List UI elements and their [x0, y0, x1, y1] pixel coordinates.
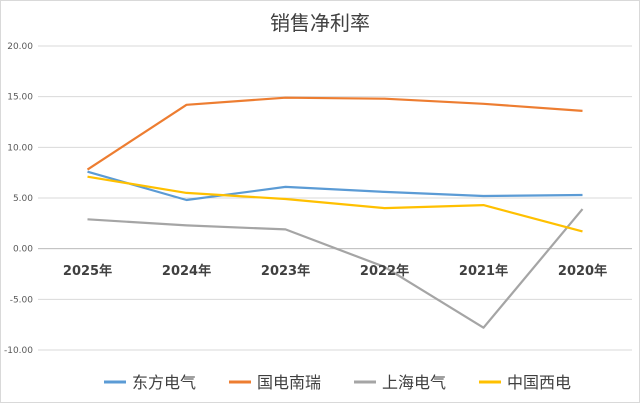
legend: 东方电气 国电南瑞 上海电气 中国西电 [104, 373, 571, 392]
x-tick-label: 2020年 [558, 263, 607, 279]
y-tick-label: 15.00 [7, 93, 33, 103]
legend-label: 上海电气 [382, 373, 446, 392]
x-tick-label: 2022年 [360, 263, 409, 279]
series-line-中国西电 [87, 175, 583, 233]
gridlines [38, 45, 632, 351]
x-tick-label: 2021年 [459, 263, 508, 279]
x-tick-label: 2024年 [162, 263, 211, 279]
y-tick-label: 10.00 [7, 143, 33, 153]
legend-label: 国电南瑞 [257, 373, 321, 392]
x-tick-label: 2025年 [63, 263, 112, 279]
y-tick-label: 20.00 [7, 42, 33, 52]
series-line-国电南瑞 [86, 96, 583, 171]
y-tick-label: 5.00 [13, 194, 33, 204]
y-axis-tick-labels: 20.00 15.00 10.00 5.00 0.00 -5.00 -10.00 [4, 42, 33, 356]
y-tick-label: -5.00 [10, 295, 34, 305]
series-lines [86, 96, 584, 329]
chart-title: 销售净利率 [270, 11, 370, 35]
x-axis-tick-labels: 2025年 2024年 2023年 2022年 2021年 2020年 [63, 263, 607, 279]
series-line-上海电气 [87, 208, 584, 329]
legend-label: 中国西电 [507, 373, 571, 392]
y-tick-label: 0.00 [13, 245, 33, 255]
y-tick-label: -10.00 [4, 346, 33, 356]
legend-label: 东方电气 [132, 373, 196, 392]
x-tick-label: 2023年 [261, 263, 310, 279]
series-line-东方电气 [87, 170, 583, 202]
